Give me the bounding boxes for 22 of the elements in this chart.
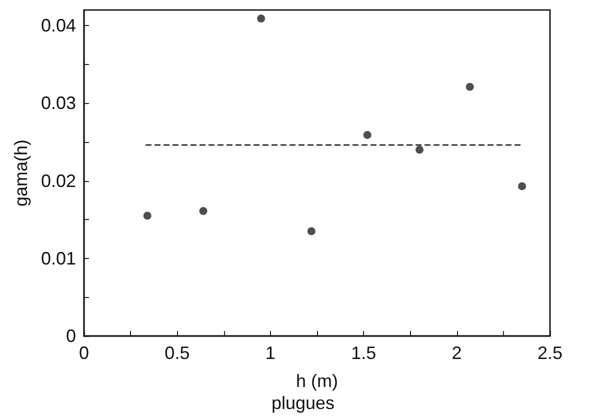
y-tick-label: 0.04 bbox=[40, 16, 76, 36]
point bbox=[416, 146, 424, 154]
y-tick-label: 0.01 bbox=[40, 248, 76, 268]
point bbox=[307, 227, 316, 236]
point bbox=[199, 207, 208, 216]
x-tick-label: 2.5 bbox=[537, 343, 563, 363]
point bbox=[363, 130, 372, 139]
point bbox=[466, 82, 474, 91]
x-tick-label: 0.5 bbox=[164, 343, 190, 363]
point bbox=[257, 14, 266, 23]
x-tick-label: 1.5 bbox=[351, 343, 376, 363]
point bbox=[518, 182, 526, 190]
x-tick-label: 0 bbox=[78, 343, 90, 363]
x-tick-label: 2 bbox=[452, 343, 462, 363]
y-tick-label: 0.03 bbox=[40, 93, 76, 114]
point bbox=[143, 212, 152, 220]
y-tick-label: 0.02 bbox=[40, 170, 76, 191]
x-tick-label: 1 bbox=[265, 343, 276, 363]
y-axis-title: gama(h) bbox=[11, 139, 32, 207]
x-axis-title: h (m) bbox=[296, 371, 338, 391]
y-tick-label: 0 bbox=[66, 326, 76, 346]
text: plugues bbox=[271, 393, 335, 413]
